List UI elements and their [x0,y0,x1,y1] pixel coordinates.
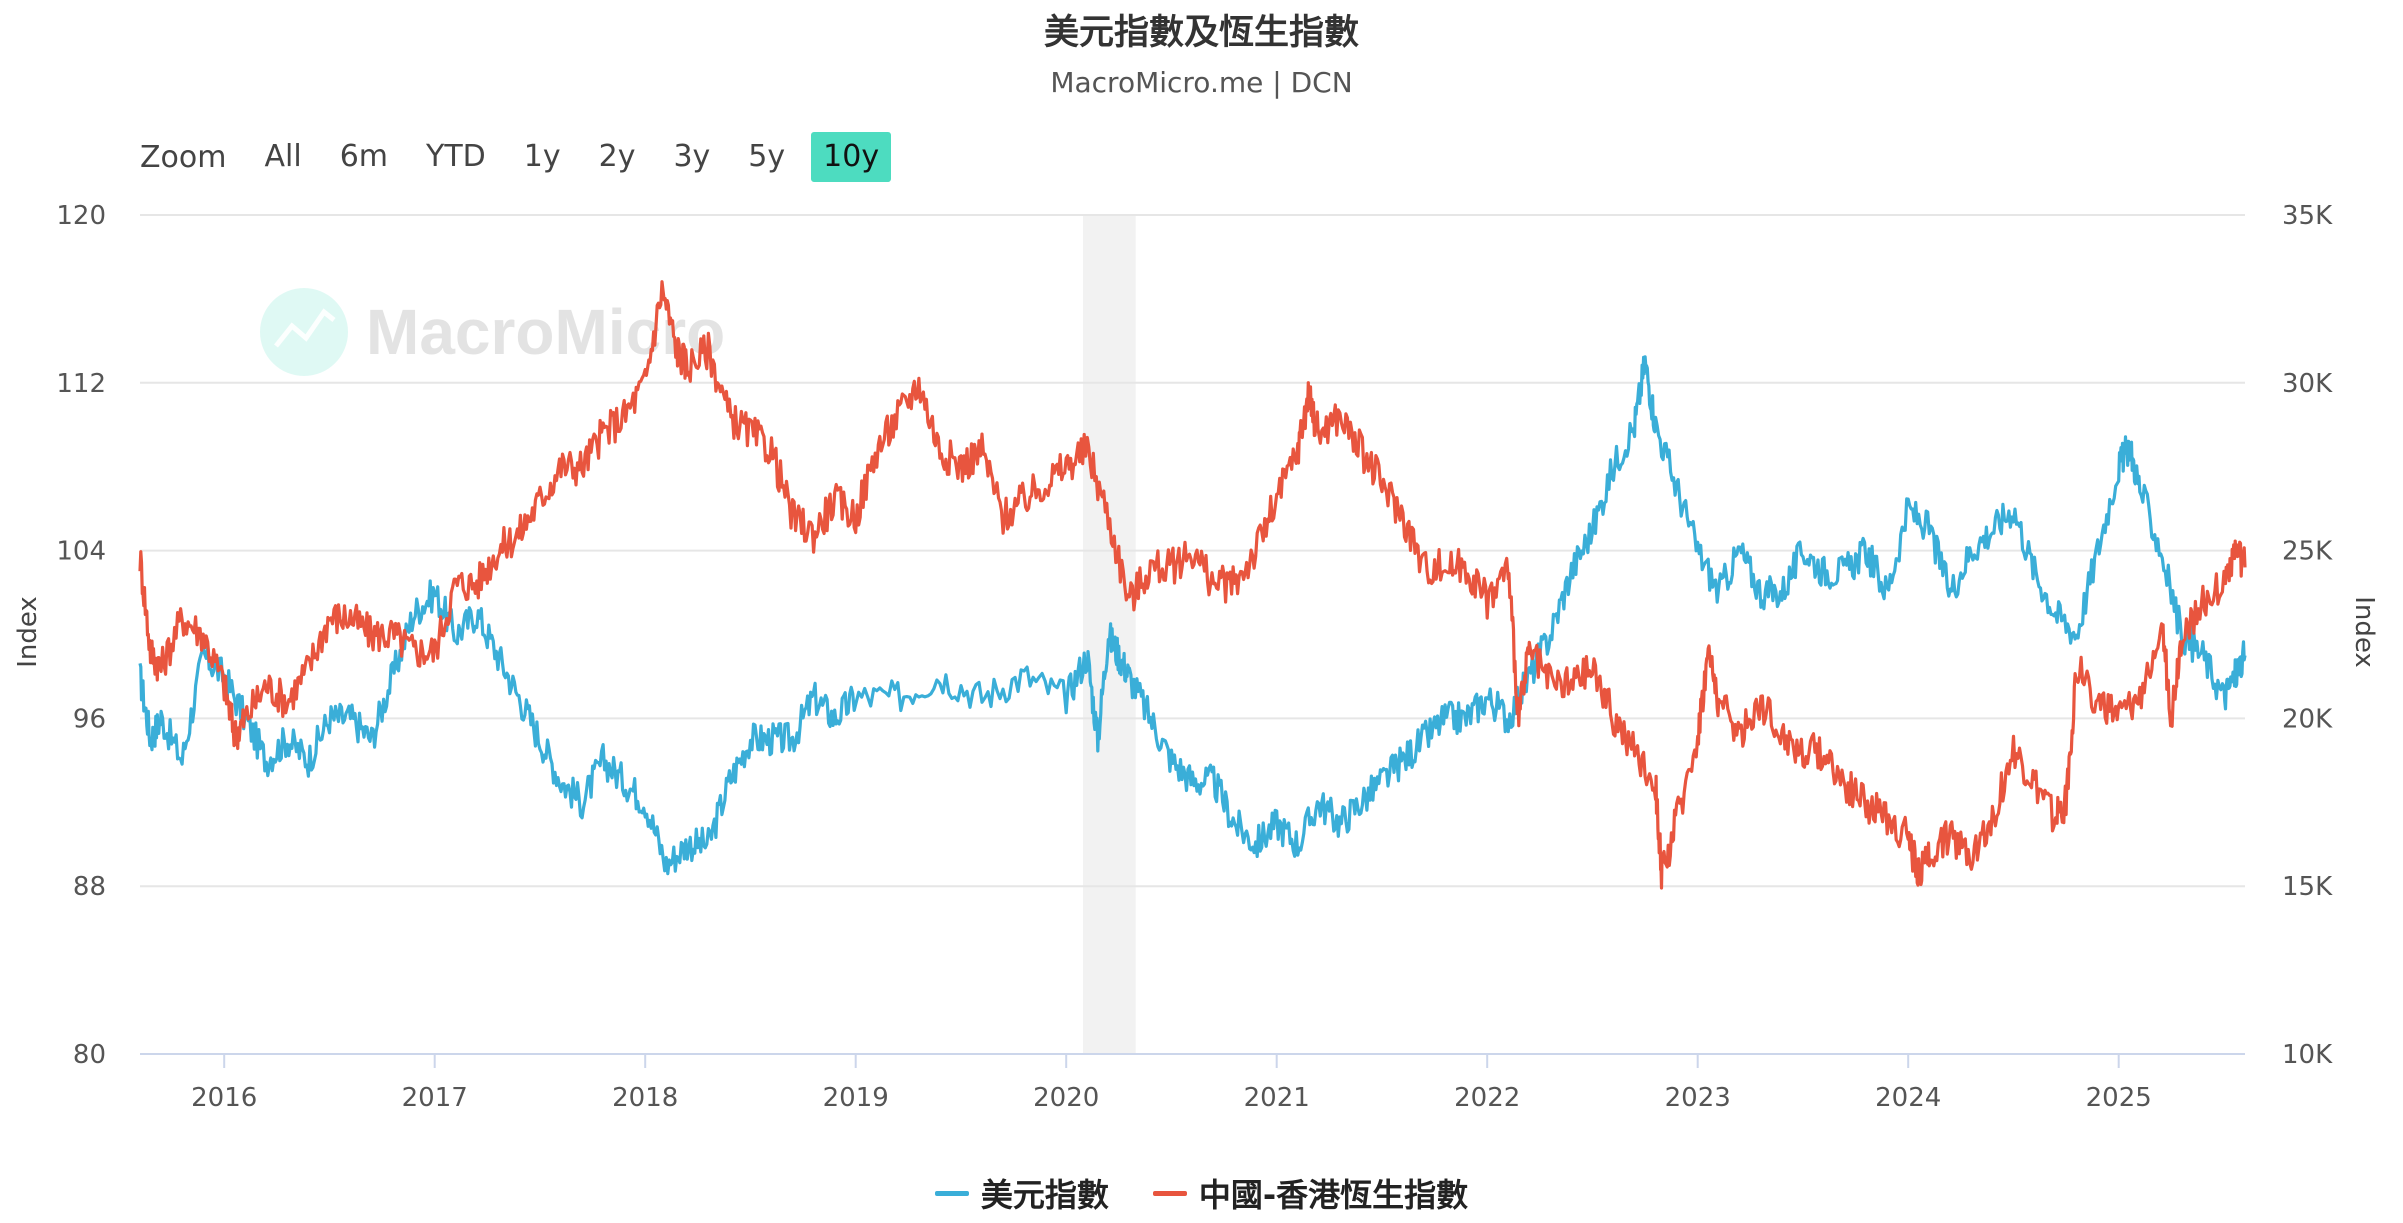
range-button-1y[interactable]: 1y [523,139,561,174]
y-right-tick-label: 30K [2282,369,2333,399]
chart-title: 美元指數及恆生指數 [1043,13,1359,53]
y-left-tick-label: 112 [56,369,106,399]
chart-subtitle: MacroMicro.me | DCN [1050,66,1353,99]
y-axis-right-label: Index [2349,596,2379,668]
series-line-usd-index[interactable] [138,355,2247,876]
x-tick-label: 2023 [1665,1083,1731,1113]
x-tick-label: 2025 [2086,1083,2152,1113]
legend-item-hsi[interactable]: 中國-香港恆生指數 [1152,1170,1469,1216]
y-right-tick-label: 35K [2282,201,2333,231]
x-tick-label: 2024 [1875,1083,1941,1113]
legend-swatch-hsi [1152,1190,1187,1196]
x-tick-label: 2022 [1454,1083,1520,1113]
legend-label-usd: 美元指數 [980,1176,1109,1214]
legend-label-hsi: 中國-香港恆生指數 [1198,1176,1469,1214]
y-left-tick-label: 104 [56,537,106,567]
watermark-text: MacroMicro [366,296,725,368]
range-selector: Zoom All 6m YTD 1y 2y 3y 5y 10y [138,132,905,182]
legend: 美元指數 中國-香港恆生指數 [0,1170,2403,1216]
y-left-tick-label: 120 [56,201,106,231]
range-button-all[interactable]: All [264,139,302,174]
x-tick-label: 2017 [402,1083,468,1113]
y-right-tick-label: 20K [2282,704,2333,734]
range-button-ytd[interactable]: YTD [426,139,486,174]
x-tick-label: 2016 [191,1083,257,1113]
x-tick-label: 2020 [1033,1083,1099,1113]
range-button-3y[interactable]: 3y [673,139,711,174]
zoom-label: Zoom [140,139,227,175]
x-tick-label: 2018 [612,1083,678,1113]
range-button-5y[interactable]: 5y [748,139,786,174]
y-left-tick-label: 80 [73,1040,106,1070]
watermark: MacroMicro [260,288,725,376]
y-right-tick-label: 25K [2282,537,2333,567]
x-tick-label: 2019 [823,1083,889,1113]
range-button-6m[interactable]: 6m [339,139,388,174]
y-right-tick-label: 15K [2282,872,2333,902]
x-tick-label: 2021 [1244,1083,1310,1113]
watermark-logo-icon [260,288,348,376]
watermark-chart-icon [274,308,336,348]
series-line-hang-seng-index[interactable] [138,280,2247,890]
legend-swatch-usd [934,1190,969,1196]
range-button-2y[interactable]: 2y [598,139,636,174]
y-axis-left-label: Index [13,596,43,668]
range-button-10y[interactable]: 10y [811,132,892,182]
legend-item-usd[interactable]: 美元指數 [934,1170,1109,1216]
y-right-tick-label: 10K [2282,1040,2333,1070]
y-left-tick-label: 88 [73,872,106,902]
y-left-tick-label: 96 [73,704,106,734]
